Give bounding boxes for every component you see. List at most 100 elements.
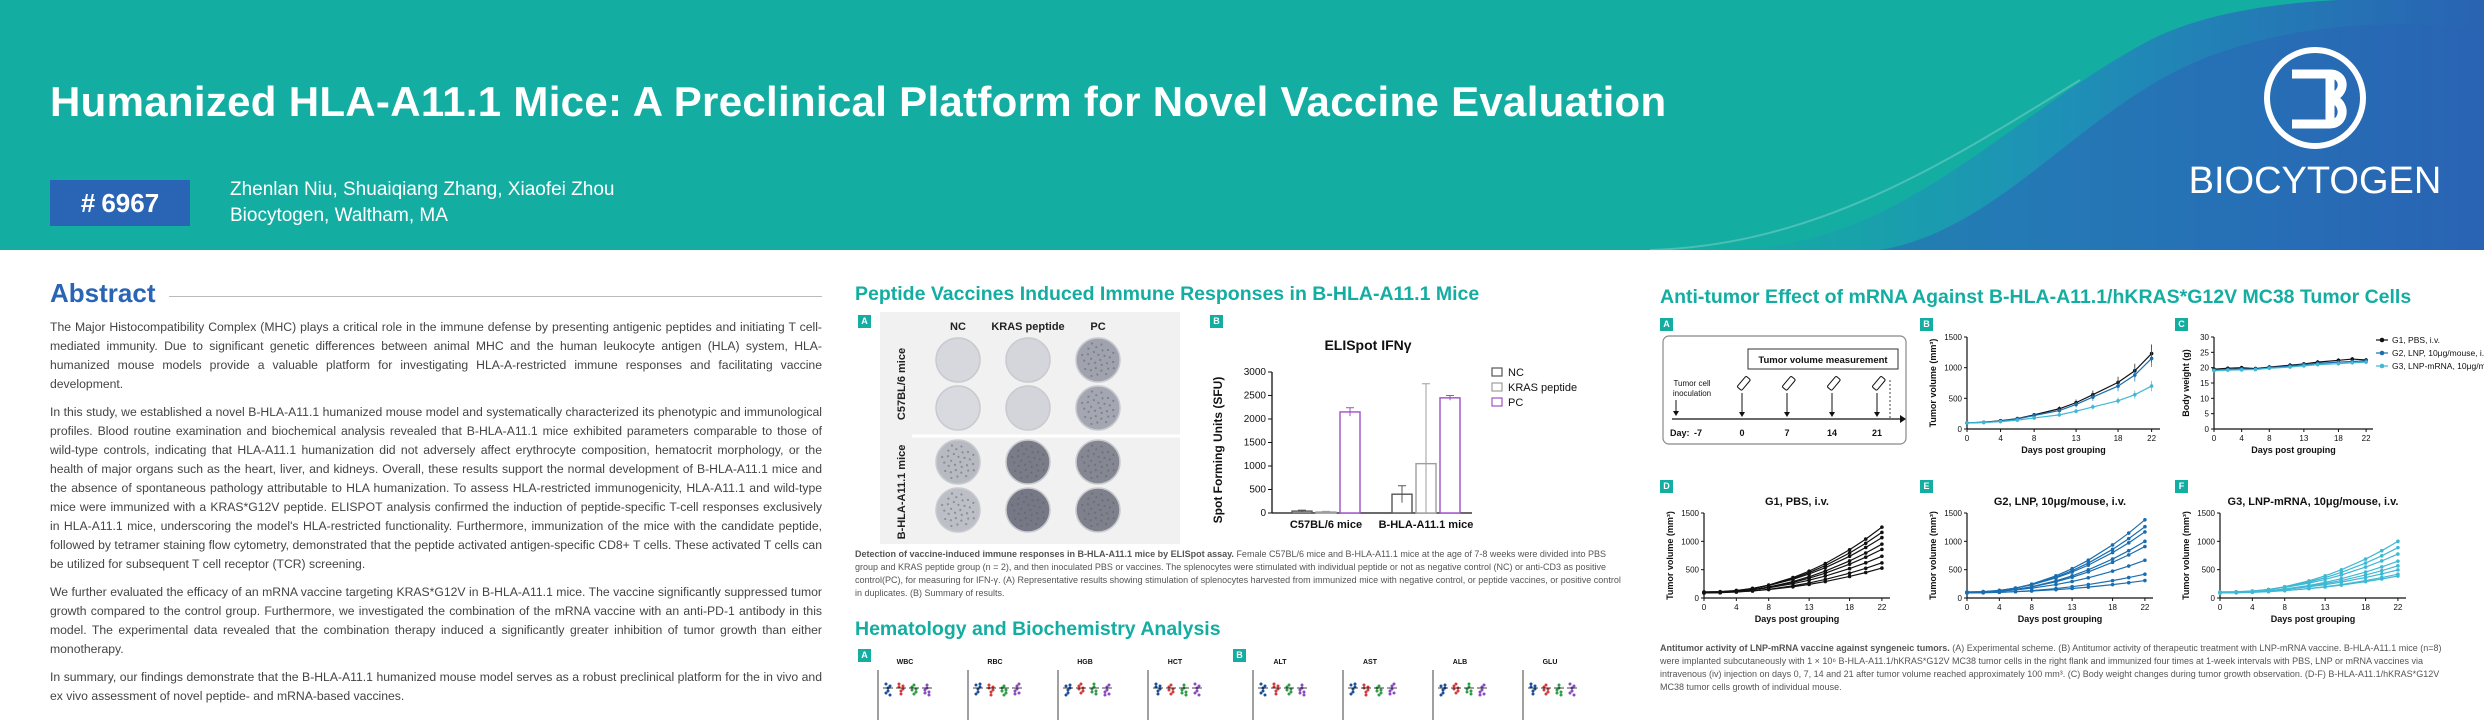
individual-tumor-series-point bbox=[1997, 590, 2002, 594]
elispot-spot bbox=[1108, 404, 1111, 407]
elispot-spot bbox=[1103, 402, 1106, 405]
elispot-spot bbox=[1086, 353, 1090, 356]
syringe-icon bbox=[1737, 376, 1751, 391]
x-category-label: B-HLA-A11.1 mice bbox=[1379, 519, 1474, 531]
chart-title: G3, LNP-mRNA, 10μg/mouse, i.v. bbox=[2228, 496, 2399, 508]
individual-tumor-series-point bbox=[1807, 578, 1811, 582]
scheme-day: 21 bbox=[1872, 428, 1882, 438]
individual-tumor-series-point bbox=[2086, 575, 2091, 580]
elispot-spot bbox=[1105, 522, 1108, 526]
legend-label: NC bbox=[1508, 367, 1524, 379]
hema-point bbox=[1467, 682, 1471, 686]
y-tick-label: 10 bbox=[2200, 394, 2209, 403]
y-tick-label: 1000 bbox=[1681, 537, 1699, 546]
elispot-spot bbox=[1099, 406, 1102, 410]
elispot-spot bbox=[1099, 508, 1102, 512]
elispot-spot bbox=[1022, 500, 1025, 504]
elispot-spot bbox=[1081, 503, 1084, 507]
individual-tumor-series-point bbox=[2379, 568, 2384, 573]
elispot-spot bbox=[1042, 462, 1045, 466]
abstract-paragraph: In summary, our findings demonstrate tha… bbox=[50, 670, 822, 703]
hema-point bbox=[1002, 684, 1006, 688]
elispot-spot bbox=[1016, 455, 1020, 458]
elispot-spot bbox=[1112, 415, 1115, 418]
elispot-spot bbox=[1089, 417, 1092, 420]
individual-tumor-series-point bbox=[2323, 577, 2327, 582]
legend-label: G3, LNP-mRNA, 10μg/mouse, i.v. bbox=[2392, 361, 2484, 371]
elispot-spot bbox=[1092, 398, 1095, 402]
hema-chart-title: WBC bbox=[897, 659, 914, 666]
hema-point bbox=[1557, 683, 1561, 687]
x-axis-label: Days post grouping bbox=[2251, 445, 2336, 455]
elispot-spot bbox=[1042, 501, 1045, 504]
hema-point bbox=[1107, 692, 1111, 696]
hema-chart-title: HCT bbox=[1168, 659, 1183, 666]
elispot-spot bbox=[1083, 509, 1086, 512]
elispot-well bbox=[1075, 337, 1121, 383]
hema-point bbox=[1388, 689, 1392, 693]
elispot-spot bbox=[1020, 476, 1023, 480]
hema-point bbox=[1094, 689, 1098, 693]
elispot-spot bbox=[1017, 464, 1020, 467]
elispot-spot bbox=[1025, 496, 1028, 499]
elispot-spot bbox=[1096, 373, 1099, 376]
elispot-spot bbox=[965, 464, 969, 467]
y-axis-label: Body weight (g) bbox=[2181, 349, 2191, 417]
elispot-spot bbox=[1035, 464, 1039, 467]
individual-tumor-series-point bbox=[2143, 578, 2147, 583]
elispot-spot bbox=[1083, 359, 1086, 362]
elispot-spot bbox=[1037, 517, 1040, 520]
mean-tumor-series-point bbox=[2116, 398, 2120, 403]
hema-point bbox=[1482, 692, 1486, 696]
elispot-spot bbox=[972, 517, 975, 520]
x-axis-label: Days post grouping bbox=[2018, 614, 2103, 624]
elispot-spot bbox=[1087, 464, 1090, 467]
elispot-well bbox=[1075, 385, 1121, 431]
individual-tumor-series-point bbox=[2339, 573, 2344, 577]
scheme-day: 0 bbox=[1739, 428, 1744, 438]
x-tick-label: 0 bbox=[2212, 434, 2217, 443]
hema-point bbox=[1542, 688, 1546, 692]
abstract-divider bbox=[169, 296, 822, 297]
hema-point bbox=[1077, 684, 1081, 688]
individual-tumor-series-point bbox=[2054, 576, 2058, 580]
y-axis-label: Tumor volume (mm³) bbox=[2181, 511, 2191, 600]
hema-point bbox=[1469, 692, 1473, 696]
elispot-spot bbox=[955, 448, 958, 451]
individual-tumor-series-point bbox=[2396, 568, 2400, 572]
hema-point bbox=[978, 682, 982, 686]
y-tick-label: 500 bbox=[2202, 566, 2216, 575]
individual-tumor-series-point bbox=[1863, 545, 1868, 550]
elispot-spot bbox=[1030, 513, 1033, 516]
hema-point bbox=[1180, 691, 1184, 695]
hema-point bbox=[1375, 689, 1379, 693]
x-tick-label: 0 bbox=[1702, 603, 1707, 612]
individual-tumor-series-point bbox=[1880, 530, 1884, 535]
elispot-chart-title: ELISpot IFNγ bbox=[1324, 337, 1411, 353]
y-tick-label: 15 bbox=[2200, 379, 2209, 388]
elispot-spot bbox=[1101, 451, 1104, 454]
individual-tumor-series-point bbox=[2054, 579, 2058, 584]
mean-tumor-series-point bbox=[1981, 420, 1986, 425]
hema-point bbox=[884, 691, 888, 695]
elispot-spot bbox=[1100, 369, 1103, 372]
body-weight-series-point bbox=[2212, 368, 2216, 373]
elispot-spot bbox=[1019, 519, 1022, 522]
hema-point bbox=[1274, 692, 1278, 696]
elispot-spot bbox=[1081, 353, 1084, 357]
hema-point bbox=[1000, 689, 1004, 693]
scheme-inoculation-label-2: inoculation bbox=[1673, 389, 1711, 398]
y-tick-label: 0 bbox=[1695, 594, 1700, 603]
elispot-spot bbox=[1087, 362, 1090, 365]
elispot-spot bbox=[960, 519, 963, 522]
individual-tumor-series-point bbox=[2143, 518, 2147, 522]
antitumor-section-title: Anti-tumor Effect of mRNA Against B-HLA-… bbox=[1660, 286, 2412, 308]
elispot-spot bbox=[1105, 512, 1109, 515]
hema-point bbox=[1443, 683, 1447, 687]
elispot-spot bbox=[1101, 349, 1104, 352]
badge-hash: # bbox=[80, 187, 96, 218]
hema-point bbox=[974, 692, 978, 696]
y-tick-label: 2000 bbox=[1244, 414, 1267, 425]
hema-point bbox=[1469, 689, 1473, 693]
elispot-spot bbox=[947, 512, 950, 515]
